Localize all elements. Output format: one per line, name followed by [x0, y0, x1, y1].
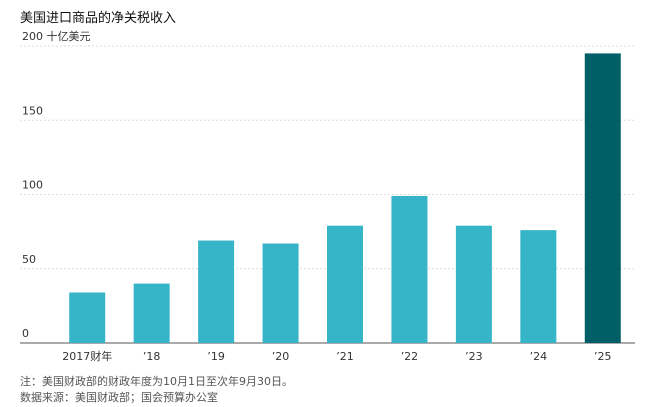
chart-title: 美国进口商品的净关税收入: [20, 10, 176, 26]
bar: [327, 225, 363, 343]
bar: [69, 292, 106, 343]
x-tick-label: ’21: [336, 350, 354, 363]
y-tick-label: 100: [22, 179, 43, 192]
bar: [520, 230, 557, 343]
bar: [391, 195, 428, 343]
y-tick-label: 0: [22, 327, 29, 340]
y-tick-label: 50: [22, 253, 36, 266]
x-tick-label: ’19: [207, 350, 225, 363]
chart-source: 数据来源：美国财政部；国会预算办公室: [20, 390, 218, 404]
x-tick-label: ’25: [594, 350, 612, 363]
bar: [584, 53, 621, 344]
chart-note: 注：美国财政部的财政年度为10月1日至次年9月30日。: [20, 374, 293, 388]
x-tick-label: ’20: [272, 350, 290, 363]
y-tick-label: 150: [22, 104, 43, 117]
bar: [198, 240, 235, 343]
x-tick-label: ’18: [143, 350, 161, 363]
bar: [133, 283, 170, 343]
x-tick-label: ’24: [530, 350, 548, 363]
bar: [455, 225, 492, 343]
y-tick-label: 200 十亿美元: [22, 29, 91, 43]
bar: [262, 243, 299, 343]
x-tick-label: ’23: [465, 350, 483, 363]
x-tick-label: 2017财年: [62, 349, 112, 363]
x-tick-label: ’22: [401, 350, 419, 363]
